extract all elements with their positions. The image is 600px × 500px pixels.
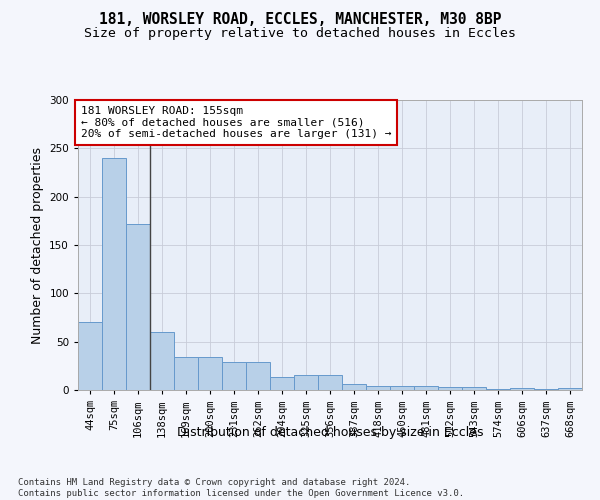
Text: 181, WORSLEY ROAD, ECCLES, MANCHESTER, M30 8BP: 181, WORSLEY ROAD, ECCLES, MANCHESTER, M…	[99, 12, 501, 28]
Bar	[246, 362, 270, 390]
Bar	[438, 387, 462, 390]
Bar	[462, 387, 486, 390]
Bar	[342, 384, 366, 390]
Bar	[294, 374, 318, 390]
Bar	[534, 389, 558, 390]
Bar	[198, 357, 222, 390]
Bar	[414, 386, 438, 390]
Bar	[558, 388, 582, 390]
Bar	[150, 332, 174, 390]
Bar	[366, 386, 390, 390]
Text: Contains HM Land Registry data © Crown copyright and database right 2024.
Contai: Contains HM Land Registry data © Crown c…	[18, 478, 464, 498]
Bar	[126, 224, 150, 390]
Bar	[510, 388, 534, 390]
Bar	[390, 386, 414, 390]
Bar	[174, 357, 198, 390]
Text: Distribution of detached houses by size in Eccles: Distribution of detached houses by size …	[177, 426, 483, 439]
Y-axis label: Number of detached properties: Number of detached properties	[31, 146, 44, 344]
Bar	[270, 378, 294, 390]
Bar	[318, 374, 342, 390]
Text: Size of property relative to detached houses in Eccles: Size of property relative to detached ho…	[84, 28, 516, 40]
Bar	[486, 389, 510, 390]
Bar	[102, 158, 126, 390]
Bar	[222, 362, 246, 390]
Text: 181 WORSLEY ROAD: 155sqm
← 80% of detached houses are smaller (516)
20% of semi-: 181 WORSLEY ROAD: 155sqm ← 80% of detach…	[80, 106, 391, 139]
Bar	[78, 322, 102, 390]
